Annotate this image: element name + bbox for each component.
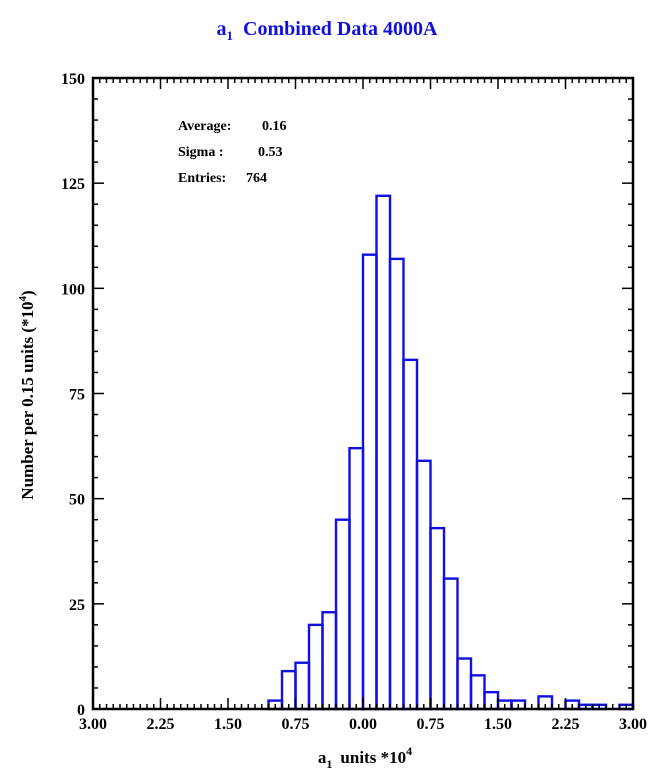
plot-area: 3.00 2.25 1.50 0.75 0.00 0.75 1.50 2.25 3.000255…	[61, 71, 647, 733]
chart-title: a1 Combined Data 4000A	[217, 18, 439, 43]
histogram-bar-5	[334, 518, 351, 711]
y-tick-label: 25	[69, 597, 85, 614]
y-tick-label: 100	[61, 281, 85, 298]
y-tick-label: 50	[69, 492, 85, 509]
histogram-bar-3	[307, 623, 324, 711]
stat-label: Entries:	[178, 171, 226, 186]
histogram-bar-10	[402, 358, 419, 711]
histogram-bar-8	[375, 194, 392, 711]
stat-value: 764	[246, 171, 267, 186]
x-tick-label: 2.25	[552, 716, 580, 733]
stat-label: Average:	[178, 119, 231, 134]
x-axis-label: a1 units *104	[318, 744, 412, 771]
chart-title-subscript: 1	[227, 28, 234, 43]
stat-label: Sigma :	[178, 145, 224, 160]
y-tick-label: 150	[61, 71, 85, 88]
y-tick-label: 75	[69, 387, 85, 404]
y-tick-label: 125	[61, 176, 85, 193]
histogram-bar-6	[348, 446, 365, 711]
x-tick-label: 0.75	[282, 716, 310, 733]
histogram-bar-12	[429, 526, 446, 711]
x-tick-label: 2.25	[147, 716, 175, 733]
stat-value: 0.53	[258, 145, 283, 160]
x-tick-label: 3.00	[79, 716, 107, 733]
stat-value: 0.16	[262, 119, 287, 134]
x-tick-label: 1.50	[484, 716, 512, 733]
histogram-bar-1	[280, 669, 297, 711]
histogram-bar-4	[321, 611, 338, 711]
y-axis-label: Number per 0.15 units (*104)	[17, 290, 37, 499]
x-tick-label: 0.00	[349, 716, 377, 733]
x-tick-label: 1.50	[214, 716, 242, 733]
histogram-bar-9	[388, 257, 405, 711]
histogram-bar-13	[442, 577, 459, 711]
y-tick-label: 0	[77, 702, 85, 719]
histogram-bar-2	[294, 661, 311, 711]
x-tick-label: 0.75	[417, 716, 445, 733]
histogram-bar-14	[456, 657, 473, 711]
x-tick-label: 3.00	[619, 716, 647, 733]
histogram-bar-7	[361, 253, 378, 711]
histogram-bar-11	[415, 459, 432, 711]
histogram-bar-15	[469, 674, 486, 711]
stats-box: Average: 0.16 Sigma : 0.53 Entries: 764	[178, 119, 287, 186]
